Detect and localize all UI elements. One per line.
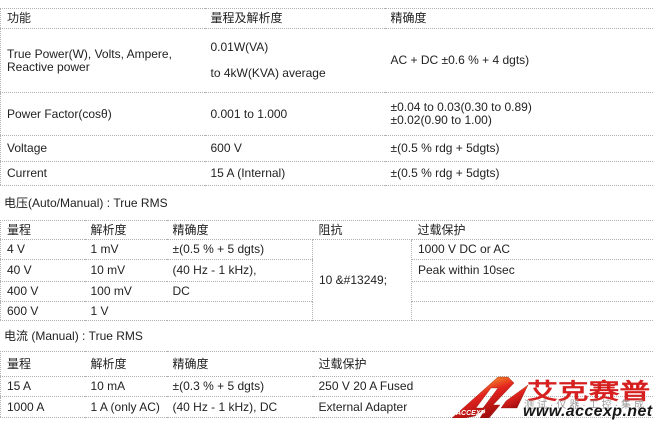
svg-text:ACCEXP: ACCEXP [455,410,486,417]
